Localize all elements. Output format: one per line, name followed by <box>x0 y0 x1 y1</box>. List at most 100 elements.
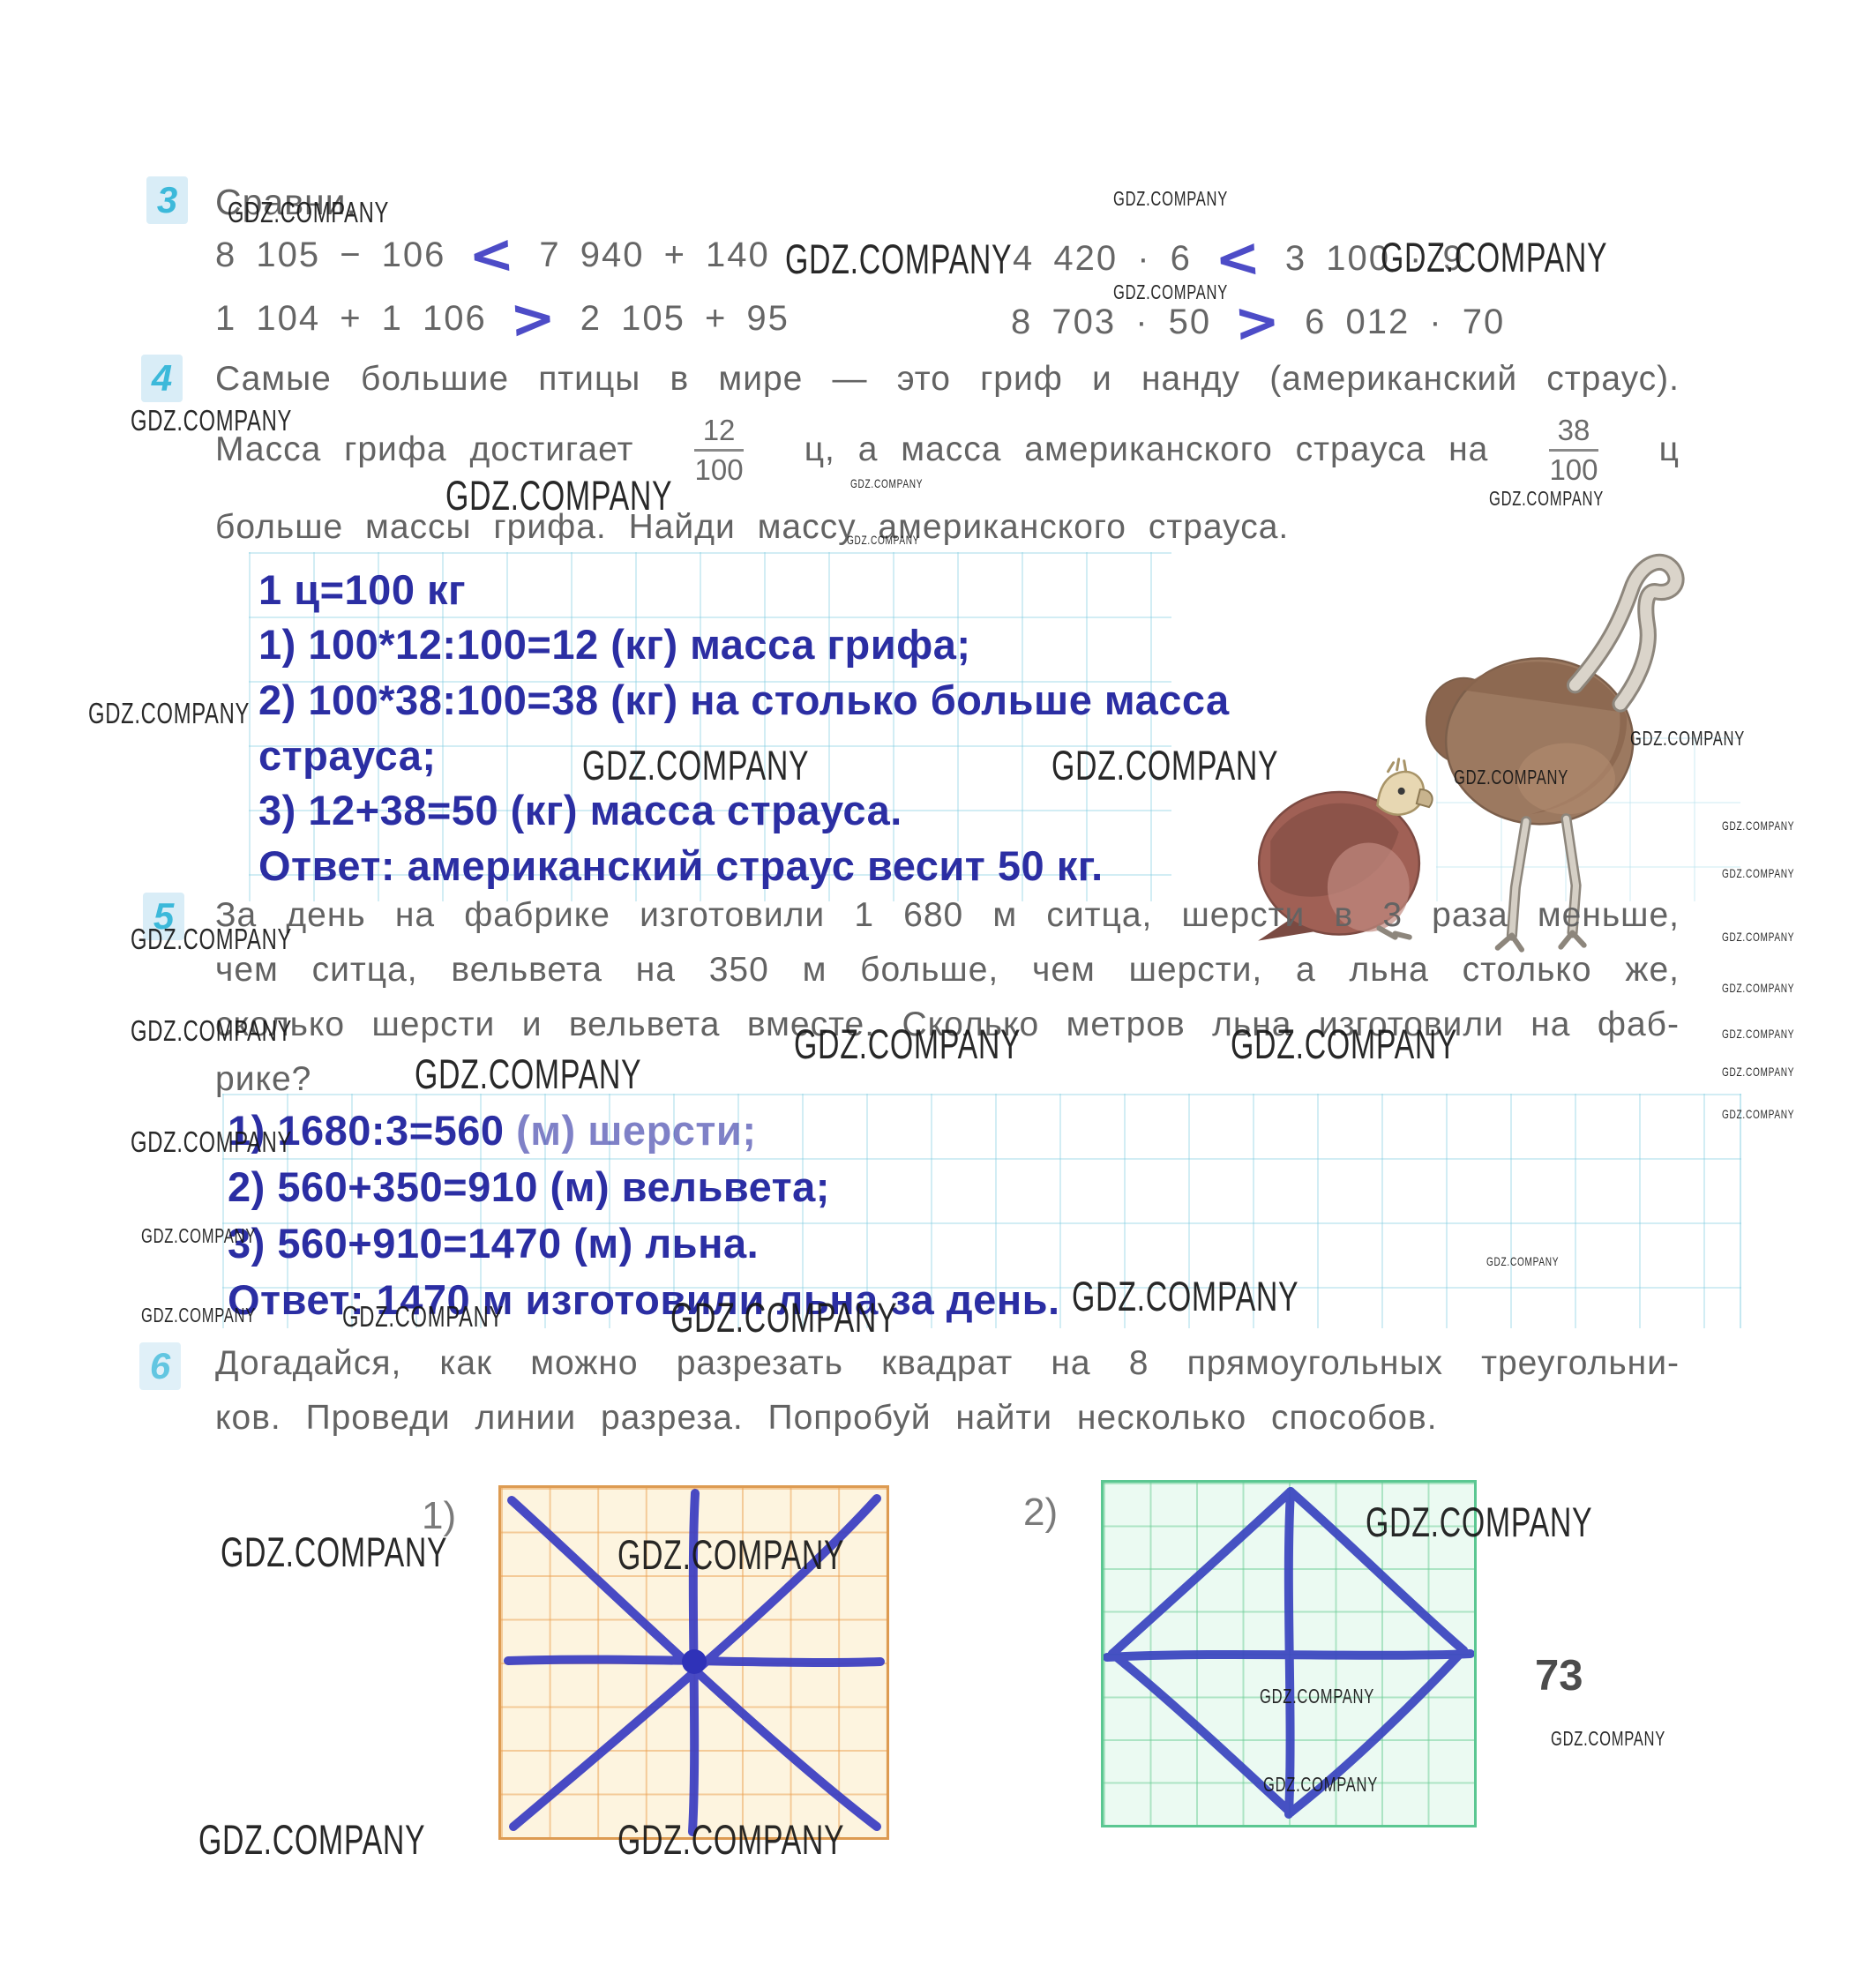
comparison-right: 6 012 · 70 <box>1305 302 1506 341</box>
watermark: GDZ.COMPANY <box>1454 766 1568 788</box>
figure-2-label: 2) <box>1023 1491 1059 1534</box>
watermark: GDZ.COMPANY <box>1263 1773 1378 1796</box>
watermark: GDZ.COMPANY <box>445 472 673 519</box>
watermark: GDZ.COMPANY <box>1113 280 1228 303</box>
problem-5-text-line3: сколько шерсти и вельвета вместе. Скольк… <box>215 1005 1680 1043</box>
problem-4-number: 4 <box>151 357 173 399</box>
watermark: GDZ.COMPANY <box>1551 1727 1665 1750</box>
square-figure-2 <box>1101 1480 1477 1827</box>
solution-5-line: 3) 560+910=1470 (м) льна. <box>228 1220 760 1267</box>
solution-5-line1-main: 1) 1680:3=560 <box>228 1107 505 1154</box>
fraction-numerator: 12 <box>693 414 745 452</box>
comparison-right: 3 100 · 9 <box>1284 238 1464 278</box>
problem-4-text-line1: Самые большие птицы в мире — это гриф и … <box>215 360 1680 398</box>
watermark: GDZ.COMPANY <box>131 404 293 437</box>
problem-5-badge: 5 <box>143 893 184 940</box>
watermark: GDZ.COMPANY <box>1722 1065 1795 1079</box>
problem-5-number: 5 <box>153 895 175 937</box>
handwritten-less-sign: < <box>1212 224 1264 292</box>
square-1-cut-lines <box>504 1489 885 1836</box>
problem-5-text-line4: рике? <box>215 1060 312 1098</box>
square-figure-1 <box>498 1485 889 1840</box>
watermark: GDZ.COMPANY <box>617 1816 845 1863</box>
fraction-numerator: 38 <box>1548 414 1599 452</box>
solution-4-line: 2) 100*38:100=38 (кг) на столько больше … <box>258 676 1230 723</box>
watermark: GDZ.COMPANY <box>847 533 920 547</box>
ostrich-illustration <box>1425 553 1685 953</box>
watermark: GDZ.COMPANY <box>1722 1107 1795 1121</box>
watermark: GDZ.COMPANY <box>1052 742 1279 788</box>
watermark: GDZ.COMPANY <box>131 923 293 955</box>
grid-background-solution5 <box>222 1094 1741 1328</box>
problem-3-title: Сравни. <box>215 182 357 222</box>
watermark: GDZ.COMPANY <box>131 1125 293 1158</box>
page-number: 73 <box>1535 1652 1583 1700</box>
solution-4-line: 1 ц=100 кг <box>258 566 467 613</box>
comparison-left: 8 703 · 50 <box>1011 302 1212 341</box>
watermark: GDZ.COMPANY <box>1722 930 1795 944</box>
watermark: GDZ.COMPANY <box>582 742 810 788</box>
watermark: GDZ.COMPANY <box>1722 818 1795 833</box>
comparison-right: 2 105 + 95 <box>580 298 790 338</box>
problem-4-line2-pre: Масса грифа достигает <box>215 430 634 468</box>
watermark: GDZ.COMPANY <box>1722 1027 1795 1041</box>
watermark: GDZ.COMPANY <box>141 1304 256 1327</box>
watermark: GDZ.COMPANY <box>785 235 1013 282</box>
problem-5-text-line2: чем ситца, вельвета на 350 м больше, чем… <box>215 951 1680 989</box>
watermark: GDZ.COMPANY <box>1260 1685 1374 1708</box>
watermark: GDZ.COMPANY <box>1630 727 1745 750</box>
solution-4-line: 1) 100*12:100=12 (кг) масса грифа; <box>258 621 971 668</box>
problem-4-line2-post: ц <box>1658 430 1680 468</box>
handwritten-greater-sign: > <box>1232 288 1284 355</box>
problem-6-text-line2: ков. Проведи линии разреза. Попробуй най… <box>215 1399 1438 1437</box>
grid-background-solution4 <box>249 552 1171 901</box>
watermark: GDZ.COMPANY <box>1722 981 1795 995</box>
watermark: GDZ.COMPANY <box>1113 187 1228 210</box>
solution-4-line: 3) 12+38=50 (кг) масса страуса. <box>258 787 902 833</box>
solution-4-answer: Ответ: американский страус весит 50 кг. <box>258 842 1104 889</box>
problem-4-line2-mid: ц, а масса американского страуса на <box>804 430 1489 468</box>
fraction-12-100: 12 100 <box>693 414 745 487</box>
watermark: GDZ.COMPANY <box>670 1294 898 1341</box>
watermark: GDZ.COMPANY <box>1072 1273 1299 1319</box>
problem-4-text-line2: Масса грифа достигает 12 100 ц, а масса … <box>215 401 1680 498</box>
solution-5-line: 2) 560+350=910 (м) вельвета; <box>228 1163 830 1210</box>
watermark: GDZ.COMPANY <box>850 476 924 490</box>
watermark: GDZ.COMPANY <box>1231 1020 1458 1067</box>
watermark: GDZ.COMPANY <box>1489 487 1604 510</box>
vulture-illustration <box>1257 758 1433 941</box>
problem-6-number: 6 <box>149 1345 171 1386</box>
fraction-denominator: 100 <box>1549 452 1598 486</box>
watermark: GDZ.COMPANY <box>794 1020 1022 1067</box>
problem-6-badge: 6 <box>139 1342 181 1390</box>
solution-5-answer: Ответ: 1470 м изготовили льна за день. <box>228 1276 1060 1323</box>
problem-5-text-line1: За день на фабрике изготовили 1 680 м си… <box>215 896 1680 934</box>
watermark: GDZ.COMPANY <box>1486 1254 1560 1268</box>
comparison-left: 4 420 · 6 <box>1013 238 1192 278</box>
square-2-cut-lines <box>1104 1487 1474 1819</box>
problem-3-badge: 3 <box>146 176 188 224</box>
watermark: GDZ.COMPANY <box>141 1224 256 1247</box>
watermark: GDZ.COMPANY <box>1381 234 1608 280</box>
comparison-row: 8 105 − 106 < 7 940 + 140 <box>215 220 770 288</box>
problem-4-text-line3: больше массы грифа. Найди массу американ… <box>215 508 1290 546</box>
watermark: GDZ.COMPANY <box>617 1531 845 1578</box>
watermark: GDZ.COMPANY <box>198 1816 426 1863</box>
problem-3-number: 3 <box>156 179 178 220</box>
fraction-38-100: 38 100 <box>1548 414 1599 487</box>
watermark: GDZ.COMPANY <box>415 1050 642 1097</box>
problem-4-badge: 4 <box>141 355 183 402</box>
comparison-left: 1 104 + 1 106 <box>215 298 487 338</box>
figure-1-label: 1) <box>422 1494 457 1537</box>
comparison-row: 4 420 · 6 < 3 100 · 9 <box>1013 224 1464 292</box>
handwritten-less-sign: < <box>467 220 519 288</box>
watermark: GDZ.COMPANY <box>342 1300 505 1333</box>
watermark: GDZ.COMPANY <box>88 697 251 729</box>
solution-4-line: страуса; <box>258 732 437 779</box>
watermark: GDZ.COMPANY <box>1366 1498 1593 1545</box>
comparison-row: 1 104 + 1 106 > 2 105 + 95 <box>215 285 790 352</box>
fraction-denominator: 100 <box>694 452 744 486</box>
watermark: GDZ.COMPANY <box>228 196 390 228</box>
solution-5-line: 1) 1680:3=560 (м) шерсти; <box>228 1106 756 1155</box>
